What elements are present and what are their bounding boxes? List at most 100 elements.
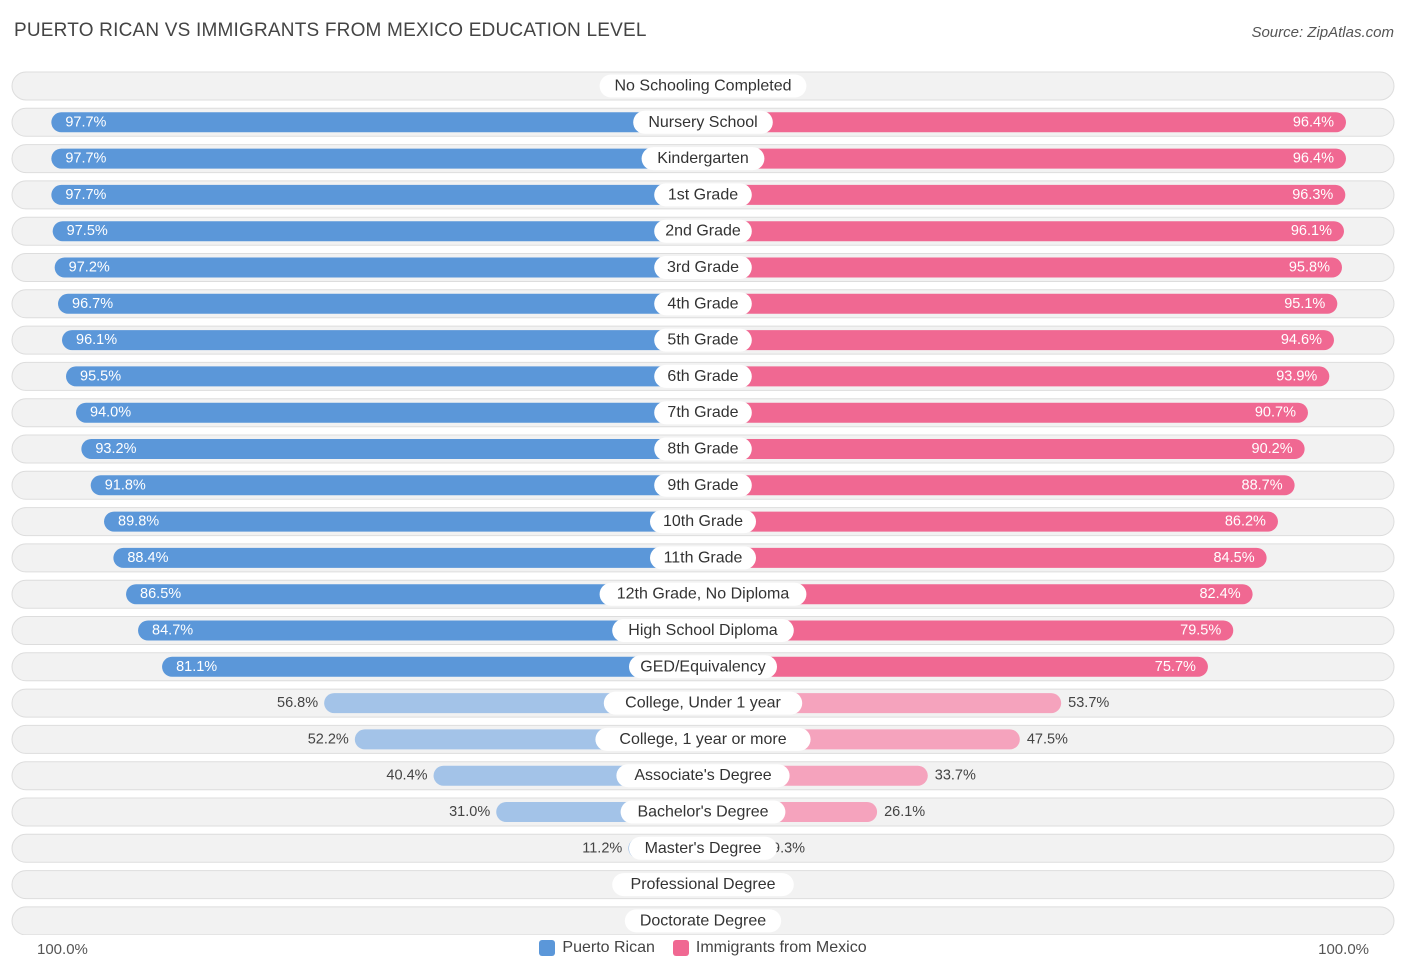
- bar-puerto-rican: [162, 656, 704, 677]
- legend-label-puerto-rican: Puerto Rican: [562, 939, 655, 956]
- legend: Puerto Rican Immigrants from Mexico: [0, 939, 1406, 957]
- category-label-background: [654, 256, 752, 279]
- source-label: Source: ZipAtlas.com: [1251, 24, 1394, 41]
- legend-label-mexico: Immigrants from Mexico: [695, 939, 867, 956]
- value-label-puerto-rican: 94.0%: [90, 405, 131, 421]
- bar-puerto-rican: [51, 112, 703, 133]
- bar-mexico: [703, 257, 1342, 278]
- value-label-puerto-rican: 96.7%: [72, 296, 113, 312]
- value-label-mexico: 53.7%: [1068, 695, 1109, 711]
- value-label-mexico: 86.2%: [1225, 514, 1266, 530]
- category-label: Kindergarten: [657, 150, 749, 167]
- value-label-mexico: 47.5%: [1027, 731, 1068, 747]
- value-label-puerto-rican: 40.4%: [386, 768, 427, 784]
- legend-item-puerto-rican[interactable]: Puerto Rican: [539, 939, 655, 957]
- bar-mexico: [703, 656, 1208, 677]
- category-label: Professional Degree: [631, 876, 776, 893]
- bar-puerto-rican: [76, 402, 703, 423]
- value-label-mexico: 75.7%: [1155, 659, 1196, 675]
- category-label-background: [654, 364, 752, 388]
- bar-puerto-rican: [62, 330, 703, 351]
- category-label-background: [595, 727, 811, 751]
- value-label-puerto-rican: 52.2%: [308, 731, 349, 747]
- legend-item-mexico[interactable]: Immigrants from Mexico: [672, 939, 867, 957]
- category-label-background: [633, 110, 773, 134]
- value-label-puerto-rican: 93.2%: [95, 441, 136, 457]
- category-label-background: [616, 764, 790, 788]
- value-label-puerto-rican: 97.7%: [65, 114, 106, 130]
- category-label-background: [650, 546, 756, 570]
- chart-title: PUERTO RICAN VS IMMIGRANTS FROM MEXICO E…: [14, 20, 647, 41]
- category-label-background: [603, 691, 803, 715]
- value-label-puerto-rican: 84.7%: [152, 623, 193, 639]
- chart-area: 2.3%3.6%No Schooling Completed97.7%96.4%…: [11, 71, 1395, 935]
- category-label: 4th Grade: [667, 295, 738, 312]
- value-label-mexico: 94.6%: [1281, 332, 1322, 348]
- value-label-puerto-rican: 56.8%: [277, 695, 318, 711]
- category-label: 9th Grade: [667, 477, 738, 494]
- bar-mexico: [703, 547, 1267, 568]
- bar-mexico: [703, 221, 1344, 242]
- category-label-background: [654, 219, 752, 243]
- value-label-puerto-rican: 31.0%: [449, 804, 490, 820]
- category-label: Associate's Degree: [634, 767, 771, 784]
- value-label-puerto-rican: 95.5%: [80, 368, 121, 384]
- category-label: 11th Grade: [664, 549, 743, 566]
- bar-mexico: [703, 584, 1253, 605]
- category-label-background: [612, 619, 794, 642]
- bar-mexico: [703, 620, 1234, 641]
- category-label-background: [599, 74, 807, 98]
- category-label-background: [599, 582, 807, 606]
- category-label: 7th Grade: [667, 404, 738, 421]
- legend-swatch-mexico: [672, 940, 689, 956]
- category-label: College, 1 year or more: [619, 731, 786, 748]
- value-label-mexico: 90.2%: [1252, 441, 1293, 457]
- value-label-puerto-rican: 97.5%: [67, 223, 108, 239]
- value-label-puerto-rican: 81.1%: [176, 659, 217, 675]
- category-label: 12th Grade, No Diploma: [617, 586, 790, 603]
- value-label-mexico: 90.7%: [1255, 405, 1296, 421]
- value-label-mexico: 96.4%: [1293, 114, 1334, 130]
- bar-puerto-rican: [54, 257, 703, 278]
- bar-puerto-rican: [52, 221, 704, 242]
- category-label: College, Under 1 year: [625, 695, 781, 712]
- value-label-mexico: 26.1%: [884, 804, 925, 820]
- category-label-background: [641, 147, 765, 171]
- category-label: Doctorate Degree: [640, 912, 766, 929]
- bar-mexico: [703, 148, 1346, 169]
- category-label-background: [654, 437, 752, 461]
- legend-swatch-puerto-rican: [539, 940, 556, 956]
- value-label-puerto-rican: 86.5%: [140, 586, 181, 602]
- category-label: Master's Degree: [645, 840, 762, 857]
- value-label-mexico: 79.5%: [1180, 623, 1221, 639]
- bar-puerto-rican: [51, 148, 703, 169]
- bar-mexico: [703, 439, 1305, 459]
- category-label: 1st Grade: [668, 186, 738, 203]
- value-label-puerto-rican: 96.1%: [76, 332, 117, 348]
- category-label: 2nd Grade: [665, 223, 741, 240]
- value-label-puerto-rican: 11.2%: [582, 840, 622, 856]
- value-label-puerto-rican: 88.4%: [127, 550, 168, 566]
- category-label: High School Diploma: [628, 622, 778, 639]
- axis-right-label: 100.0%: [1318, 941, 1369, 958]
- bar-mexico: [703, 112, 1346, 133]
- value-label-puerto-rican: 89.8%: [118, 514, 159, 530]
- category-label: 6th Grade: [667, 368, 738, 385]
- category-label: 3rd Grade: [667, 259, 739, 276]
- bar-puerto-rican: [138, 620, 703, 641]
- value-label-mexico: 96.4%: [1293, 151, 1334, 167]
- category-label-background: [629, 655, 777, 679]
- bar-mexico: [703, 511, 1278, 532]
- bar-puerto-rican: [58, 293, 704, 314]
- category-label: No Schooling Completed: [615, 78, 792, 95]
- bar-puerto-rican: [81, 439, 703, 459]
- category-label: Bachelor's Degree: [637, 804, 768, 821]
- category-label-background: [654, 473, 752, 497]
- category-label-background: [654, 328, 752, 352]
- bar-puerto-rican: [51, 184, 703, 205]
- value-label-mexico: 88.7%: [1242, 477, 1283, 493]
- value-label-mexico: 95.8%: [1289, 260, 1330, 276]
- category-label: 10th Grade: [663, 513, 743, 530]
- bar-mexico: [703, 293, 1338, 314]
- category-label: GED/Equivalency: [640, 658, 765, 675]
